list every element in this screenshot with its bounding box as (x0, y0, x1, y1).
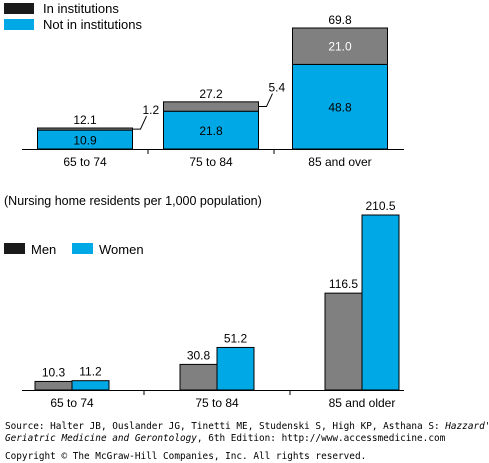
source-citation: Source: Halter JB, Ouslander JG, Tinetti… (5, 421, 489, 433)
data-label-in-institutions-65-to-74: 1.2 (143, 103, 160, 117)
leader-line-75-to-84 (258, 93, 273, 108)
data-label-women-65-to-74: 11.2 (79, 365, 102, 379)
data-label-not-in-institutions-75-to-84: 21.8 (199, 124, 223, 138)
data-label-men-65-to-74: 10.3 (42, 365, 66, 379)
legend-swatch-women (72, 243, 93, 254)
source-book-title-part1: Hazzard's (445, 421, 489, 432)
data-label-women-85-and-older: 210.5 (365, 199, 395, 213)
bar-men-75-to-84 (179, 363, 218, 391)
data-label-in-institutions-85-and-over: 21.0 (328, 40, 352, 54)
grouped-bar-chart: (Nursing home residents per 1,000 popula… (4, 194, 404, 410)
legend-swatch-in-institutions (4, 3, 34, 14)
data-label-not-in-institutions-85-and-over: 48.8 (328, 101, 352, 115)
total-label-75-to-84: 27.2 (199, 87, 223, 101)
total-label-65-to-74: 12.1 (73, 113, 97, 127)
bar-women-65-to-74 (71, 380, 110, 391)
bar-men-85-and-older (324, 292, 363, 391)
total-label-85-and-over: 69.8 (328, 13, 352, 27)
chart-subtitle: (Nursing home residents per 1,000 popula… (4, 194, 262, 208)
copyright-text: Copyright © The McGraw-Hill Companies, I… (5, 451, 367, 462)
bar-in-institutions-85-and-over (292, 27, 388, 65)
bar-not-in-institutions-75-to-84 (163, 110, 259, 150)
category-label-75-to-84: 75 to 84 (189, 155, 233, 169)
category-label-75-to-84: 75 to 84 (195, 396, 239, 410)
category-label-85-and-older: 85 and older (329, 396, 396, 410)
data-label-men-85-and-older: 116.5 (329, 277, 358, 291)
source-suffix: , 6th Edition: http://www.accessmedicine… (196, 433, 446, 444)
source-prefix: Source: Halter JB, Ouslander JG, Tinetti… (5, 421, 446, 432)
legend-swatch-not-in-institutions (4, 19, 34, 30)
leader-line-65-to-74 (132, 115, 147, 130)
data-label-men-75-to-84: 30.8 (187, 348, 211, 362)
category-label-85-and-over: 85 and over (308, 155, 371, 169)
legend-swatch-men (4, 243, 25, 254)
source-citation-line2: Geriatric Medicine and Gerontology, 6th … (5, 433, 445, 445)
bar-in-institutions-75-to-84 (163, 101, 259, 112)
source-book-title-part2: Geriatric Medicine and Gerontology (5, 433, 197, 444)
bar-women-75-to-84 (216, 346, 255, 391)
data-label-not-in-institutions-65-to-74: 10.9 (73, 134, 97, 148)
legend-label-in-institutions: In institutions (43, 1, 119, 16)
category-label-65-to-74: 65 to 74 (63, 155, 107, 169)
legend-label-men: Men (31, 242, 56, 257)
legend-label-women: Women (99, 242, 144, 257)
bar-women-85-and-older (361, 214, 400, 391)
bar-men-65-to-74 (34, 380, 73, 391)
data-label-in-institutions-75-to-84: 5.4 (269, 81, 286, 95)
category-label-65-to-74: 65 to 74 (50, 396, 94, 410)
legend-label-not-in-institutions: Not in institutions (43, 17, 142, 32)
data-label-women-75-to-84: 51.2 (224, 331, 248, 345)
copyright-notice: Copyright © The McGraw-Hill Companies, I… (5, 451, 366, 463)
bar-in-institutions-65-to-74 (37, 127, 133, 131)
